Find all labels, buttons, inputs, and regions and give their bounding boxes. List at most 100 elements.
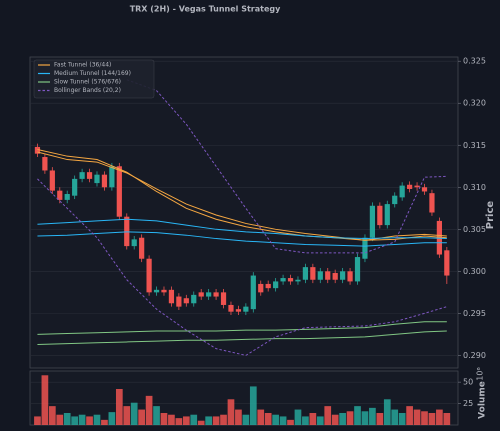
candle-body [72,178,78,196]
candle-body [392,195,398,205]
candle-body [228,304,234,312]
candle-body [317,271,323,280]
candle-body [86,172,93,179]
y-tick-label: 0.290 [463,351,486,360]
candle-body [79,172,85,179]
volume-bar [138,409,146,425]
volume-bar [78,414,86,425]
candle-body [161,289,167,293]
volume-offset: 10⁶ [476,367,485,380]
candle-body [146,258,152,293]
overlay-line [37,178,447,356]
candle-body [429,193,435,213]
volume-bar [190,414,198,425]
candle-body [235,309,242,312]
candle-body [399,185,405,198]
volume-tick-label: 50 [463,378,473,387]
candle-body [325,271,331,280]
volume-bar [369,407,376,425]
candle-body [139,237,145,259]
candle-body [153,289,160,293]
candle-body [109,166,115,188]
candle-body [198,292,204,297]
volume-bar [220,414,227,425]
volume-bar [227,399,235,425]
volume-bar [205,416,212,425]
candle-body [64,194,70,200]
volume-bar [182,416,190,425]
volume-bar [324,406,332,425]
chart-title: TRX (2H) - Vegas Tunnel Strategy [130,5,281,14]
candle-body [243,306,249,312]
volume-bar [316,416,324,425]
candle-body [421,187,428,192]
price-panel [29,56,459,369]
volume-bar [86,416,93,425]
candle-body [183,298,189,304]
volume-bar [168,414,175,425]
y-tick-label: 0.320 [463,99,486,108]
candle-body [295,279,301,282]
volume-bar [346,411,354,425]
volume-bar [421,411,428,425]
legend-label: Fast Tunnel (36/44) [54,62,111,69]
candle-body [273,281,279,289]
volume-bar [413,409,421,425]
candle-body [340,271,346,280]
y-tick-label: 0.305 [463,225,486,234]
candle-body [168,289,175,304]
candle-body [347,271,353,282]
volume-bar [145,395,153,425]
y-tick-label: 0.315 [463,141,486,150]
candle-body [42,157,48,171]
volume-bar [34,416,41,425]
volume-bar [101,419,108,425]
volume-bar [406,406,413,425]
candle-body [220,292,227,305]
overlay-line [37,231,447,247]
volume-bar [398,413,406,425]
volume-bar [428,413,436,425]
volume-bar [175,418,183,425]
volume-bar [115,389,123,425]
volume-bar [63,413,71,425]
volume-bar [197,420,205,425]
volume-bar [279,416,287,425]
overlay-line [37,148,447,241]
volume-bar [339,413,346,425]
volume-bar [257,409,265,425]
volume-bar [383,399,391,425]
volume-bar [56,414,64,425]
candle-body [384,204,390,226]
overlay-line [37,321,447,335]
volume-bar [48,406,56,425]
volume-bar [354,406,361,425]
volume-bar [108,412,116,425]
candle-body [258,283,264,293]
marks [34,143,451,425]
volume-bar [331,414,339,425]
volume-bar [391,409,399,425]
legend: Fast Tunnel (36/44)Medium Tunnel (144/16… [33,59,155,99]
overlay-line [37,330,447,345]
candle-body [414,185,420,188]
candle-body [310,267,316,280]
legend-label: Slow Tunnel (576/676) [54,79,121,86]
volume-bar [436,409,443,425]
volume-bar [264,413,272,425]
y-tick-label: 0.310 [463,183,486,192]
volume-bar [361,411,369,425]
volume-bar [294,409,302,425]
legend-box [33,59,155,99]
y-tick-label: 0.325 [463,57,486,66]
candle-body [213,292,219,297]
volume-bar [443,413,451,425]
volume-bar [153,406,160,425]
candle-body [116,166,122,217]
overlay-line [126,79,447,254]
volume-bar [93,414,101,425]
candle-body [302,267,309,280]
grid [30,60,458,404]
overlay-line [37,218,447,240]
